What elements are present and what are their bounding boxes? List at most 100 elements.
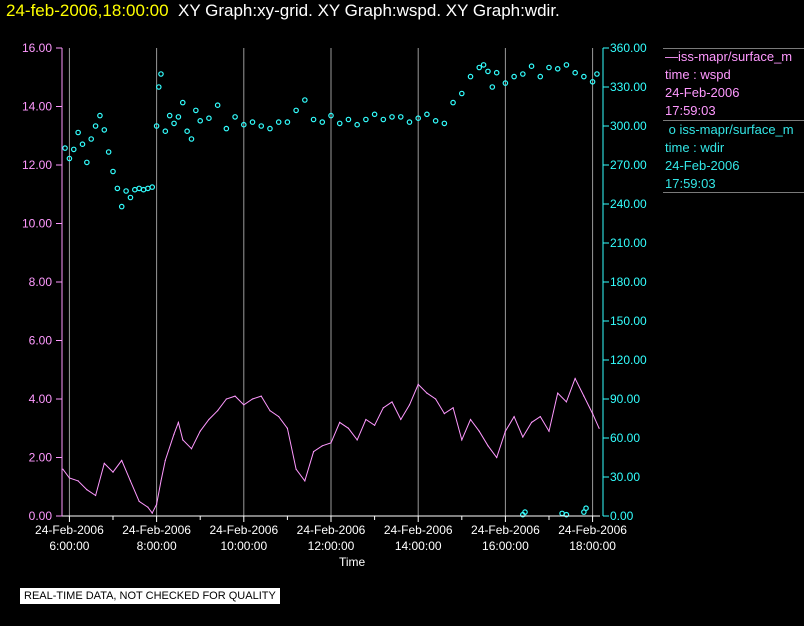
wspd-point [330, 442, 332, 444]
legend-wspd-date: 24-Feb-2006 [665, 85, 740, 100]
wspd-point [177, 421, 180, 423]
x-tick-time: 16:00:00 [482, 539, 529, 553]
wdir-point [467, 73, 474, 80]
wdir-point [594, 71, 600, 77]
wdir-point [284, 119, 291, 125]
wspd-point [557, 392, 559, 394]
wdir-point [424, 111, 430, 118]
wdir-point [132, 186, 138, 193]
legend-divider [663, 192, 804, 193]
wspd-point [504, 430, 506, 432]
wspd-point [121, 459, 123, 462]
wspd-point [217, 410, 219, 412]
right-tick-label: 300.00 [610, 119, 647, 133]
wdir-point [206, 115, 212, 122]
left-tick-label: 0.00 [29, 509, 53, 523]
wdir-point [563, 511, 570, 518]
wspd-point [461, 439, 463, 441]
wdir-point [589, 79, 596, 85]
wspd-point [94, 494, 97, 497]
x-tick-time: 14:00:00 [395, 539, 442, 553]
wdir-point [166, 112, 173, 119]
x-tick-time: 18:00:00 [569, 539, 616, 553]
wdir-point [101, 127, 108, 133]
wspd-point [443, 413, 445, 415]
left-tick-label: 16.00 [22, 41, 52, 55]
wdir-point [158, 71, 164, 77]
wdir-point [406, 119, 413, 125]
wdir-point [572, 69, 578, 76]
wspd-point [62, 468, 64, 470]
wspd-point [530, 421, 533, 423]
wspd-point [286, 427, 289, 429]
wdir-point [559, 510, 565, 517]
left-tick-label: 4.00 [29, 392, 53, 406]
wdir-point [105, 149, 112, 155]
wdir-point [145, 185, 151, 192]
wdir-point [214, 102, 221, 109]
wspd-point [138, 500, 140, 502]
legend-wdir-name-text: iss-mapr/surface_m [679, 122, 794, 137]
wdir-point [581, 73, 587, 80]
wdir-point [97, 112, 103, 119]
wspd-point [373, 424, 376, 426]
legend-wdir-time: 17:59:03 [665, 176, 716, 191]
wdir-point [258, 123, 265, 129]
wdir-point [149, 184, 156, 190]
wspd-point [400, 418, 402, 421]
quality-disclaimer: REAL-TIME DATA, NOT CHECKED FOR QUALITY [20, 588, 280, 604]
wspd-line [62, 377, 600, 515]
x-tick-date: 24-Feb-2006 [558, 523, 627, 537]
wspd-point [182, 439, 184, 441]
wspd-point [356, 439, 358, 441]
legend-divider [663, 120, 804, 121]
wdir-point [520, 71, 526, 77]
wspd-point [391, 401, 393, 403]
right-tick-label: 90.00 [610, 392, 640, 406]
wdir-point [415, 115, 421, 122]
wdir-point [441, 120, 448, 127]
left-tick-label: 2.00 [29, 451, 53, 465]
wspd-point [496, 456, 498, 459]
wdir-point [528, 63, 535, 69]
wspd-point [295, 468, 297, 470]
right-tick-label: 270.00 [610, 158, 647, 172]
wdir-point [275, 119, 282, 125]
wspd-point [469, 418, 472, 421]
left-tick-label: 8.00 [29, 275, 53, 289]
wdir-point [522, 509, 528, 515]
wspd-point [173, 433, 175, 435]
wdir-point [476, 64, 483, 71]
wdir-point [502, 80, 509, 86]
wspd-point [452, 407, 454, 409]
wspd-point [234, 395, 236, 397]
wdir-point [319, 119, 326, 125]
wdir-point [175, 114, 182, 120]
wdir-point [123, 188, 129, 194]
wspd-point [190, 448, 193, 450]
wspd-point [103, 462, 105, 464]
wspd-point [339, 421, 341, 423]
wspd-point [487, 445, 489, 447]
x-tick-date: 24-Feb-2006 [35, 523, 104, 537]
wspd-point [304, 480, 306, 482]
wspd-point [513, 415, 515, 418]
left-tick-label: 14.00 [22, 100, 52, 114]
legend-wspd-line1: time : wspd [665, 67, 731, 82]
wdir-point [232, 114, 238, 120]
legend-wspd-time: 17:59:03 [665, 103, 716, 118]
wdir-point [62, 145, 68, 151]
wspd-point [225, 398, 227, 400]
wspd-point [347, 427, 350, 429]
wdir-point [75, 129, 81, 136]
wspd-point [68, 477, 71, 479]
wspd-point [598, 427, 600, 429]
wdir-point [397, 114, 404, 120]
wspd-point [147, 506, 149, 508]
wdir-point [485, 68, 491, 75]
wdir-point [489, 84, 496, 90]
x-tick-time: 12:00:00 [308, 539, 355, 553]
wspd-point [574, 377, 576, 380]
wdir-point [188, 136, 195, 142]
wspd-point [129, 480, 132, 482]
